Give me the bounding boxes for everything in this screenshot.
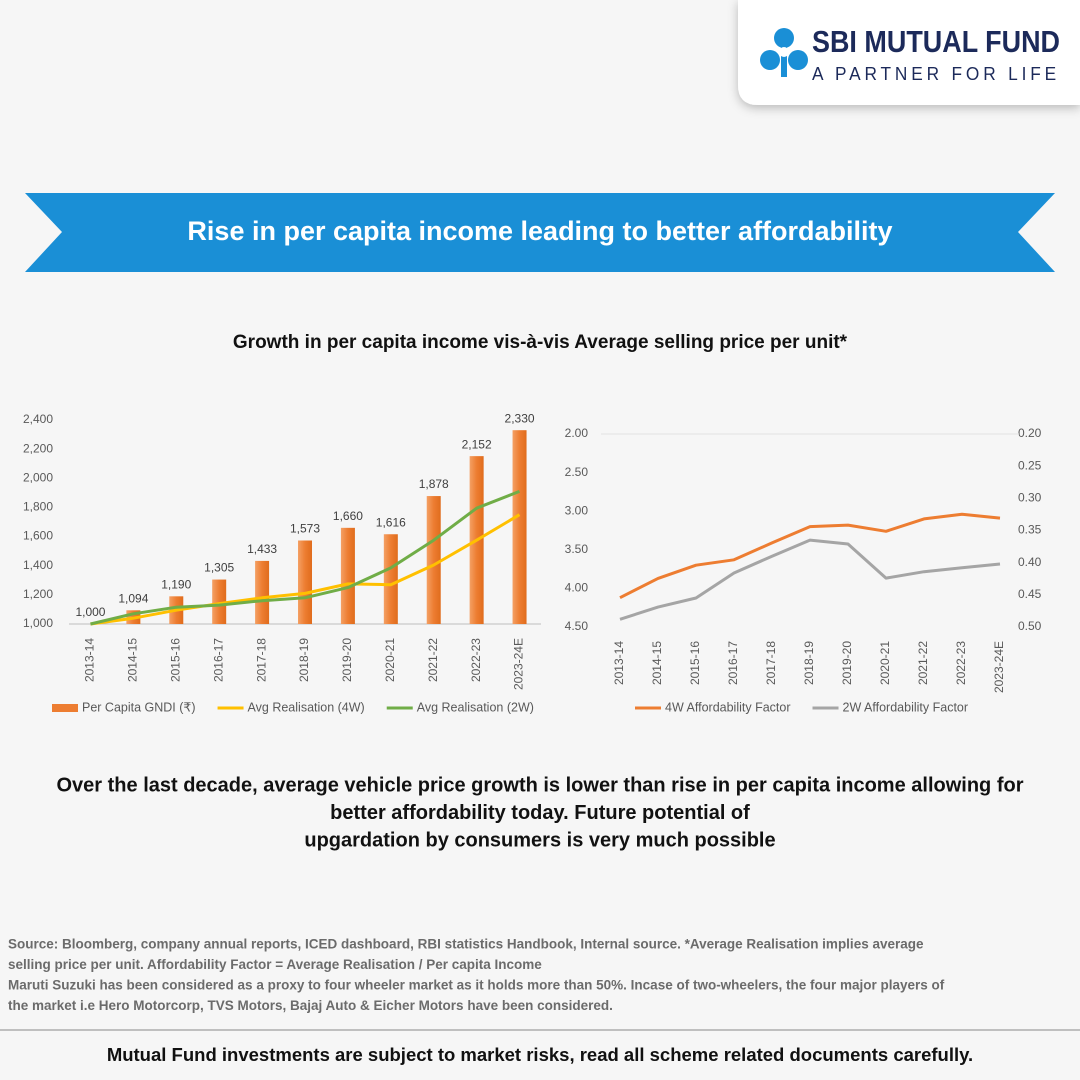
series-line (619, 512, 1001, 600)
data-label: 1,094 (118, 591, 148, 605)
footnote-line: Maruti Suzuki has been considered as a p… (8, 978, 945, 993)
x-tick-label: 2016-17 (726, 641, 740, 685)
bar (340, 527, 355, 624)
y-tick-label: 2.00 (565, 426, 589, 440)
logo-tagline: A PARTNER FOR LIFE (812, 64, 1060, 84)
x-tick-label: 2022-23 (954, 641, 968, 685)
series-line (619, 538, 1001, 621)
data-label: 1,616 (376, 515, 406, 529)
logo-icon (760, 28, 808, 77)
x-tick-label: 2022-23 (469, 638, 483, 682)
bar (212, 579, 227, 624)
y2-tick-label: 0.20 (1018, 426, 1042, 440)
x-tick-label: 2016-17 (211, 638, 225, 682)
banner-ribbon (25, 193, 1055, 272)
chart-heading: Growth in per capita income vis-à-vis Av… (233, 332, 848, 353)
y-tick-label: 1,200 (23, 587, 53, 601)
banner-title: Rise in per capita income leading to bet… (187, 216, 892, 246)
y2-tick-label: 0.30 (1018, 491, 1042, 505)
y-tick-label: 1,400 (23, 558, 53, 572)
data-label: 1,878 (419, 477, 449, 491)
data-label: 1,573 (290, 522, 320, 536)
legend-label: Per Capita GNDI (₹) (82, 700, 196, 714)
conclusion-line: Over the last decade, average vehicle pr… (57, 774, 1024, 796)
legend-label: Avg Realisation (4W) (248, 700, 365, 714)
y-tick-label: 3.50 (565, 542, 589, 556)
legend-label: 4W Affordability Factor (665, 700, 791, 714)
disclaimer: Mutual Fund investments are subject to m… (107, 1044, 973, 1065)
logo-box (738, 0, 1080, 105)
series-line (90, 490, 521, 626)
x-tick-label: 2019-20 (840, 641, 854, 685)
x-tick-label: 2018-19 (802, 641, 816, 685)
y2-tick-label: 0.35 (1018, 523, 1042, 537)
x-tick-label: 2019-20 (340, 638, 354, 682)
x-tick-label: 2021-22 (426, 638, 440, 682)
conclusion-line: better affordability today. Future poten… (330, 802, 750, 824)
y-tick-label: 4.50 (565, 619, 589, 633)
data-label: 1,305 (204, 561, 234, 575)
conclusion-line: upgardation by consumers is very much po… (304, 829, 775, 851)
x-tick-label: 2014-15 (126, 638, 140, 682)
x-tick-label: 2021-22 (916, 641, 930, 685)
x-tick-label: 2014-15 (650, 641, 664, 685)
data-label: 1,660 (333, 509, 363, 523)
y-tick-label: 2,400 (23, 412, 53, 426)
x-tick-label: 2017-18 (254, 638, 268, 682)
bar (512, 430, 527, 624)
x-tick-label: 2023-24E (512, 638, 526, 690)
footnote-line: the market i.e Hero Motorcorp, TVS Motor… (8, 998, 613, 1013)
legend-label: Avg Realisation (2W) (417, 700, 534, 714)
bar (383, 534, 398, 624)
x-tick-label: 2017-18 (764, 641, 778, 685)
bar (426, 496, 441, 624)
legend-label: 2W Affordability Factor (843, 700, 969, 714)
footnote-line: Source: Bloomberg, company annual report… (8, 937, 924, 952)
x-tick-label: 2023-24E (992, 641, 1006, 693)
y-tick-label: 2,000 (23, 470, 53, 484)
legend-swatch (52, 704, 78, 712)
y-tick-label: 2.50 (565, 465, 589, 479)
y2-tick-label: 0.40 (1018, 555, 1042, 569)
y2-tick-label: 0.45 (1018, 587, 1042, 601)
x-tick-label: 2020-21 (878, 641, 892, 685)
footnote-line: selling price per unit. Affordability Fa… (8, 957, 542, 972)
logo-name: SBI MUTUAL FUND (812, 24, 1060, 59)
x-tick-label: 2020-21 (383, 638, 397, 682)
data-label: 1,433 (247, 542, 277, 556)
data-label: 2,330 (505, 411, 535, 425)
y-tick-label: 2,200 (23, 441, 53, 455)
y-tick-label: 4.00 (565, 581, 589, 595)
x-tick-label: 2013-14 (83, 638, 97, 682)
data-label: 2,152 (462, 437, 492, 451)
series-line (90, 513, 521, 626)
data-label: 1,190 (161, 577, 191, 591)
y-tick-label: 1,600 (23, 529, 53, 543)
x-tick-label: 2015-16 (168, 638, 182, 682)
y-tick-label: 1,800 (23, 500, 53, 514)
data-label: 1,000 (75, 605, 105, 619)
y-tick-label: 1,000 (23, 616, 53, 630)
y2-tick-label: 0.25 (1018, 458, 1042, 472)
bar (298, 540, 312, 624)
y-tick-label: 3.00 (565, 503, 589, 517)
bar (255, 560, 270, 624)
x-tick-label: 2013-14 (612, 641, 626, 685)
x-tick-label: 2018-19 (297, 638, 311, 682)
x-tick-label: 2015-16 (688, 641, 702, 685)
y2-tick-label: 0.50 (1018, 619, 1042, 633)
